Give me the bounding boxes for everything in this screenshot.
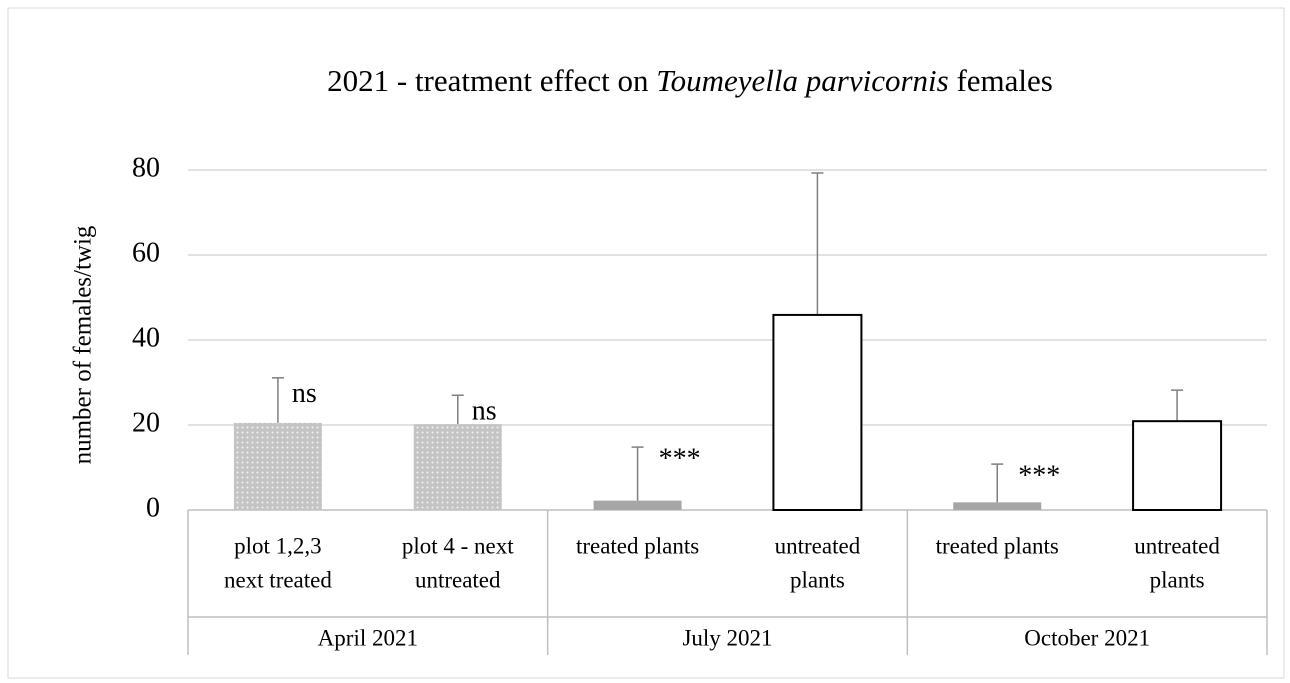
bar [593, 500, 682, 510]
title-part: females [949, 63, 1053, 98]
title-part: Toumeyella parvicornis [656, 63, 948, 98]
y-axis-label: number of females/twig [70, 225, 97, 464]
bar [233, 422, 322, 510]
x-tick-label: treated plants [936, 533, 1059, 558]
significance-label: *** [659, 444, 701, 475]
bar [413, 424, 502, 510]
group-label: July 2021 [682, 625, 772, 650]
bar [1132, 420, 1223, 511]
y-tick-label: 80 [132, 152, 160, 183]
x-tick-label: plants [790, 567, 845, 592]
x-tick-label: untreated [1134, 533, 1220, 558]
chart-border [7, 7, 1285, 679]
y-tick-label: 0 [146, 492, 160, 523]
x-tick-label: next treated [224, 567, 332, 592]
x-tick-label: plot 4 - next [402, 533, 514, 558]
x-tick-label: plot 1,2,3 [234, 533, 322, 558]
y-tick-label: 40 [132, 322, 160, 353]
group-label: April 2021 [318, 625, 418, 650]
title-part: 2021 - treatment effect on [327, 63, 656, 98]
y-tick-label: 20 [132, 407, 160, 438]
significance-label: ns [292, 378, 317, 409]
significance-label: *** [1018, 461, 1060, 492]
bar [772, 313, 863, 511]
x-tick-label: plants [1150, 567, 1205, 592]
group-label: October 2021 [1024, 625, 1150, 650]
y-tick-label: 60 [132, 237, 160, 268]
bar [953, 502, 1042, 510]
x-tick-label: untreated [415, 567, 501, 592]
x-tick-label: treated plants [576, 533, 699, 558]
x-tick-label: untreated [775, 533, 861, 558]
chart-title: 2021 - treatment effect on Toumeyella pa… [327, 63, 1053, 98]
significance-label: ns [472, 396, 497, 427]
